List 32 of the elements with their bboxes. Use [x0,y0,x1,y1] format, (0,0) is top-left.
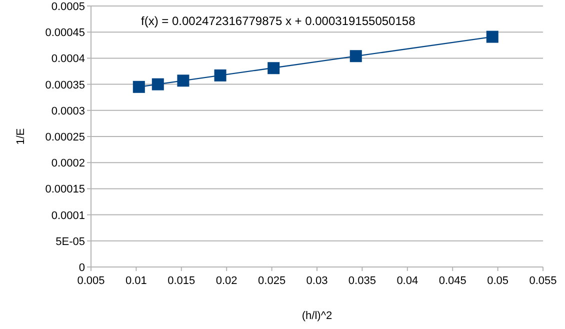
y-tick-label: 0.0002 [51,158,85,170]
point [177,74,190,87]
x-tick-label: 0.01 [125,275,147,287]
point [268,62,280,74]
point [486,30,498,43]
x-tick-label: 0.045 [438,275,466,287]
x-tick-label: 0.035 [348,275,376,287]
y-axis-title: 1/E [15,128,27,145]
annotation: f(x) = 0.002472316779875 x + 0.000319155050158 [141,14,416,28]
y-tick-label: 0 [78,262,85,274]
point [132,80,145,93]
x-tick-label: 0.025 [258,275,286,287]
y-tick-label: 0.00015 [45,184,85,196]
x-axis-title: (h/l)^2 [302,310,332,322]
y-tick-label: 5E-05 [56,236,85,248]
x-tick-label: 0.055 [529,275,557,287]
point [152,78,164,90]
x-tick-label: 0.03 [306,275,328,287]
y-tick-label: 0.0003 [51,105,85,118]
y-tick-label: 0.00035 [45,79,85,92]
y-tick-label: 0.00045 [45,27,85,40]
x-tick-label: 0.02 [216,275,238,287]
x-tick-label: 0.015 [168,275,196,287]
x-tick-label: 0.005 [77,275,105,287]
x-tick-label: 0.05 [487,275,509,287]
y-tick-label: 0.0004 [51,53,85,66]
y-tick-label: 0.0005 [51,1,85,13]
y-tick-label: 0.00025 [45,132,85,144]
y-tick-label: 0.0001 [51,210,85,222]
x-tick-label: 0.04 [396,275,418,287]
point [350,50,362,62]
point [214,69,226,82]
